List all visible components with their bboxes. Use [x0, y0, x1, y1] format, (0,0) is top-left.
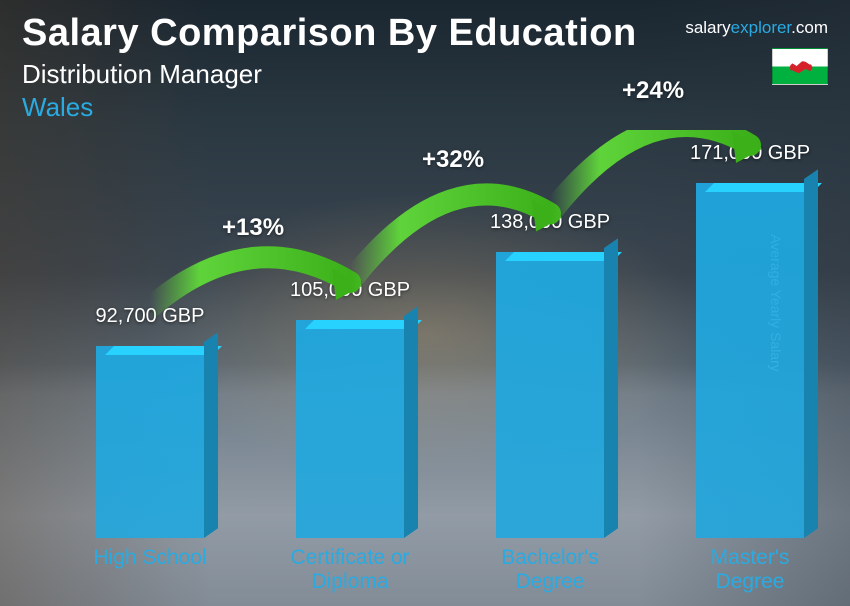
increase-label: +32% — [422, 146, 484, 174]
bar-category-label: Certificate orDiploma — [290, 546, 409, 594]
bar-category-label: Master'sDegree — [711, 546, 790, 594]
bar-side — [804, 169, 818, 538]
bar-category-label: High School — [93, 546, 206, 570]
wales-flag-icon — [772, 48, 828, 85]
bar-value-label: 92,700 GBP — [96, 305, 205, 328]
bar-front — [496, 252, 604, 538]
bar-side — [604, 238, 618, 538]
page-subtitle: Distribution Manager — [22, 59, 828, 90]
bar-side — [204, 332, 218, 538]
bar-value-label: 171,000 GBP — [690, 142, 810, 165]
bar: 138,000 GBP — [496, 252, 604, 538]
increase-label: +24% — [622, 77, 684, 105]
bar-category-label: Bachelor'sDegree — [501, 546, 598, 594]
bar-value-label: 138,000 GBP — [490, 211, 610, 234]
bar-value-label: 105,000 GBP — [290, 279, 410, 302]
brand-accent: explorer — [731, 18, 791, 37]
bar: 171,000 GBP — [696, 183, 804, 538]
bar-front — [296, 320, 404, 538]
brand-suffix: .com — [791, 18, 828, 37]
page-region: Wales — [22, 92, 828, 123]
bar-side — [404, 306, 418, 538]
increase-label: +13% — [222, 214, 284, 242]
brand-prefix: salary — [685, 18, 730, 37]
bar: 92,700 GBP — [96, 346, 204, 538]
bar-chart: 92,700 GBPHigh School105,000 GBPCertific… — [40, 150, 800, 538]
bar-front — [696, 183, 804, 538]
brand-logo: salaryexplorer.com — [685, 18, 828, 38]
bar: 105,000 GBP — [296, 320, 404, 538]
bar-front — [96, 346, 204, 538]
